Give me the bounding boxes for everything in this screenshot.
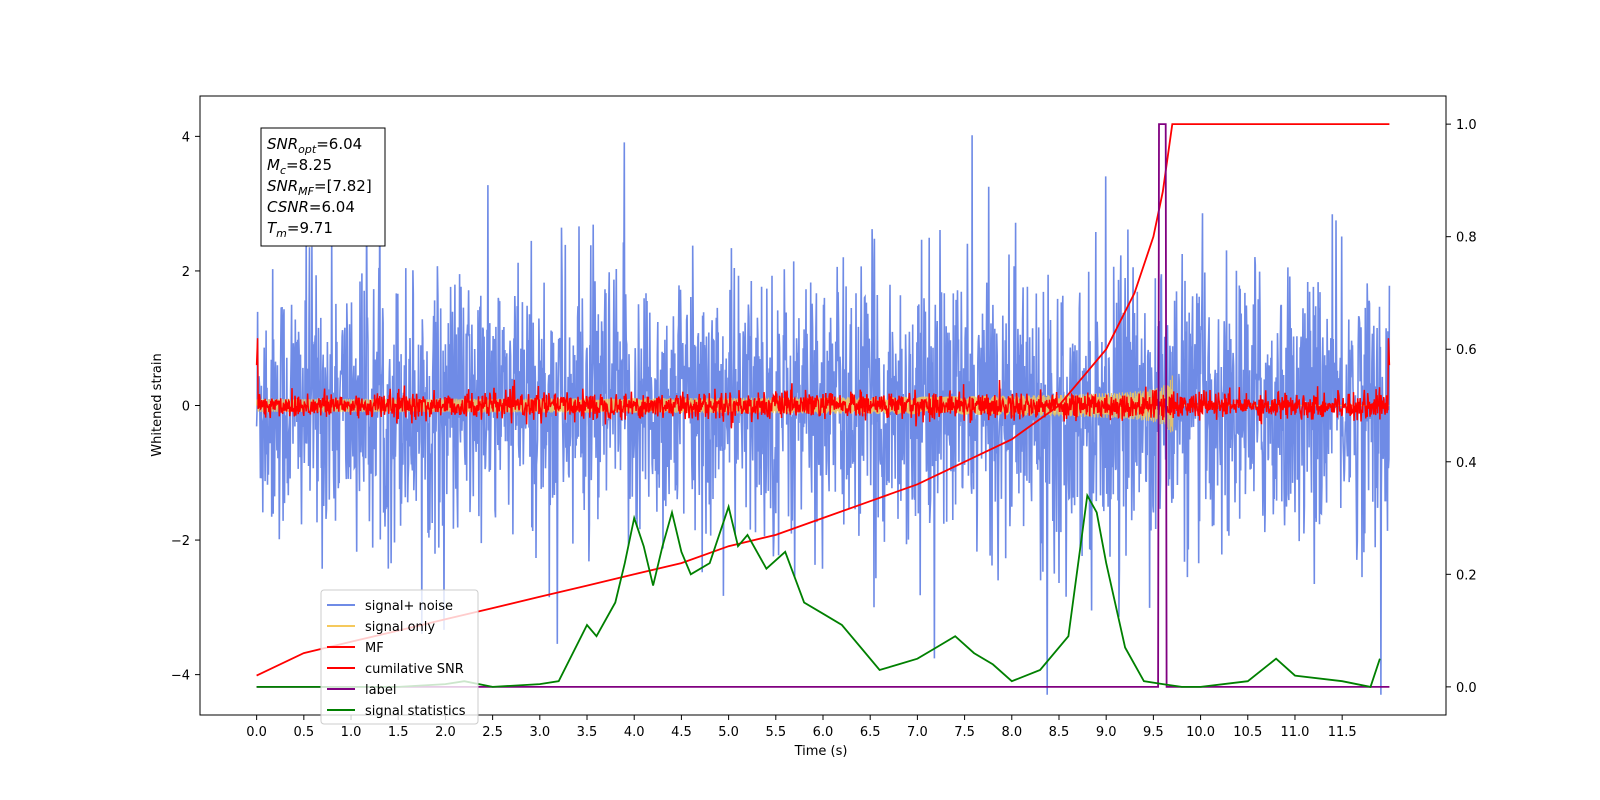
y-axis: −4 −2 0 2 4 bbox=[171, 130, 200, 684]
y2-tick-label-0: 0.0 bbox=[1456, 681, 1477, 696]
x-axis-title: Time (s) bbox=[794, 744, 848, 759]
x-tick-label-13: 6.5 bbox=[860, 725, 881, 740]
legend-label-5: signal statistics bbox=[365, 704, 466, 719]
y-tick-label-1: −2 bbox=[171, 534, 190, 549]
x-tick-label-6: 3.0 bbox=[529, 725, 550, 740]
y2-tick-label-3: 0.6 bbox=[1456, 343, 1477, 358]
y2-tick-label-2: 0.4 bbox=[1456, 456, 1477, 471]
legend-label-4: label bbox=[365, 683, 396, 698]
x-tick-label-15: 7.5 bbox=[954, 725, 975, 740]
x-tick-label-1: 0.5 bbox=[293, 725, 314, 740]
series-signal-noise bbox=[255, 135, 1391, 695]
legend-label-1: signal only bbox=[365, 620, 435, 635]
y2-axis: 0.0 0.2 0.4 0.6 0.8 1.0 bbox=[1446, 118, 1477, 696]
y2-tick-label-4: 0.8 bbox=[1456, 231, 1477, 246]
x-tick-label-23: 11.5 bbox=[1328, 725, 1357, 740]
x-tick-label-8: 4.0 bbox=[624, 725, 645, 740]
x-tick-label-2: 1.0 bbox=[341, 725, 362, 740]
legend-label-3: cumilative SNR bbox=[365, 662, 464, 677]
annotation-line-0: SNRopt=6.04 bbox=[267, 135, 362, 156]
x-tick-label-0: 0.0 bbox=[246, 725, 267, 740]
x-tick-label-17: 8.5 bbox=[1049, 725, 1070, 740]
legend-label-0: signal+ noise bbox=[365, 599, 453, 614]
legend-label-2: MF bbox=[365, 641, 384, 656]
x-tick-label-18: 9.0 bbox=[1096, 725, 1117, 740]
legend-frame bbox=[320, 589, 479, 725]
x-tick-label-19: 9.5 bbox=[1143, 725, 1164, 740]
x-tick-label-10: 5.0 bbox=[718, 725, 739, 740]
y-tick-label-0: −4 bbox=[171, 669, 190, 684]
x-tick-label-14: 7.0 bbox=[907, 725, 928, 740]
y-axis-title: Whitened strain bbox=[150, 353, 165, 456]
annotation-frame bbox=[260, 127, 386, 247]
x-tick-label-12: 6.0 bbox=[813, 725, 834, 740]
x-tick-label-5: 2.5 bbox=[482, 725, 503, 740]
y-tick-label-3: 2 bbox=[182, 265, 190, 280]
y2-tick-label-5: 1.0 bbox=[1456, 118, 1477, 133]
annotation-line-1: Mc=8.25 bbox=[267, 156, 332, 177]
series-mf bbox=[255, 338, 1391, 429]
annotation-line-2: SNRMF=[7.82] bbox=[267, 177, 372, 198]
y-tick-label-4: 4 bbox=[182, 130, 190, 145]
x-tick-label-11: 5.5 bbox=[765, 725, 786, 740]
x-tick-label-21: 10.5 bbox=[1233, 725, 1262, 740]
series-signal-statistics bbox=[256, 492, 1381, 688]
x-tick-label-7: 3.5 bbox=[577, 725, 598, 740]
x-tick-label-16: 8.0 bbox=[1001, 725, 1022, 740]
annotation-line-3: CSNR=6.04 bbox=[267, 198, 355, 216]
x-tick-label-22: 11.0 bbox=[1280, 725, 1309, 740]
x-tick-label-3: 1.5 bbox=[388, 725, 409, 740]
x-tick-label-9: 4.5 bbox=[671, 725, 692, 740]
x-tick-label-4: 2.0 bbox=[435, 725, 456, 740]
annotation-line-4: Tm=9.71 bbox=[267, 219, 333, 240]
legend: signal+ noise signal only MF cumilative SNR… bbox=[320, 589, 479, 725]
x-axis: 0.0 0.5 1.0 1.5 2.0 2.5 3.0 3.5 4.0 4.5 5.0 5.5 6.0 6… bbox=[246, 715, 1357, 740]
y-tick-label-2: 0 bbox=[182, 400, 190, 415]
x-tick-label-20: 10.0 bbox=[1186, 725, 1215, 740]
y2-tick-label-1: 0.2 bbox=[1456, 568, 1477, 583]
